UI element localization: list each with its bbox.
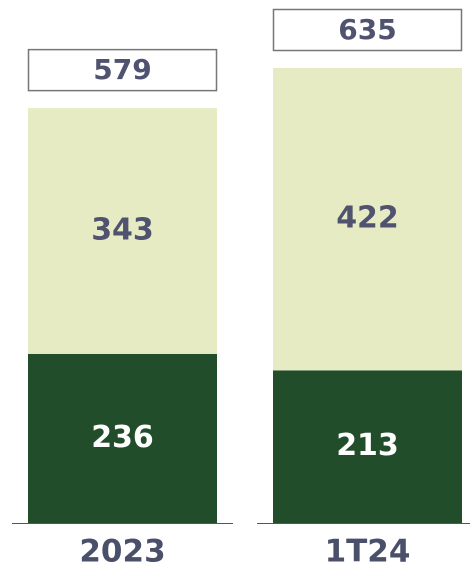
bar-segment [273, 370, 462, 523]
bar-segment [28, 108, 217, 354]
value-label: 213 [336, 428, 399, 463]
value-label: 422 [336, 201, 399, 236]
total-box [27, 48, 218, 92]
value-label: 343 [91, 213, 154, 248]
category-label: 1T24 [325, 534, 411, 570]
total-label: 579 [93, 53, 151, 86]
bar-segment [28, 353, 217, 523]
category-label: 2023 [79, 534, 165, 570]
value-label: 236 [91, 420, 154, 455]
bar-segment [273, 68, 462, 371]
total-box [272, 8, 463, 52]
total-label: 635 [338, 13, 396, 46]
